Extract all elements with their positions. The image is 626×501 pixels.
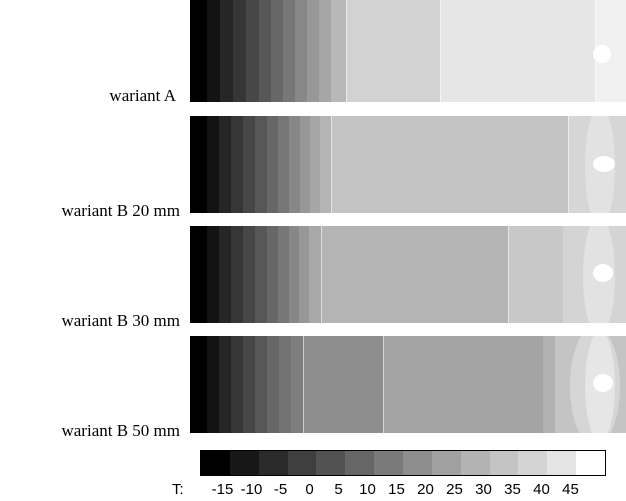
legend-swatch [374, 451, 404, 475]
temperature-strip-variant-a [190, 0, 626, 102]
legend-swatch [460, 451, 490, 475]
legend-tick-label: 10 [359, 481, 376, 498]
variant-a-label: wariant A [109, 86, 176, 105]
legend-swatch [431, 451, 461, 475]
legend-swatch [518, 451, 548, 475]
legend-tick-label: 35 [504, 481, 521, 498]
legend-swatch [258, 451, 288, 475]
legend-tick-label: 45 [562, 481, 579, 498]
variant-b20-label: wariant B 20 mm [61, 201, 180, 220]
legend-swatch [201, 451, 230, 475]
legend-tick-label: 5 [334, 481, 343, 498]
legend-tick-label: -15 [211, 481, 234, 498]
legend-tick-label: 15 [388, 481, 405, 498]
temperature-strip-variant-b20 [190, 116, 626, 213]
temperature-legend-bar [200, 450, 606, 476]
variant-b50-label: wariant B 50 mm [61, 421, 180, 440]
legend-tick-label: 25 [446, 481, 463, 498]
variant-b30-label: wariant B 30 mm [61, 311, 180, 330]
legend-tick-label: -5 [273, 481, 288, 498]
temperature-strip-variant-b50 [190, 336, 626, 433]
legend-swatch [403, 451, 432, 475]
legend-prefix: T: [172, 481, 184, 498]
legend-swatch [316, 451, 346, 475]
legend-tick-label: 20 [417, 481, 434, 498]
legend-swatch [287, 451, 317, 475]
legend-tick-label: 0 [305, 481, 314, 498]
legend-swatch [345, 451, 375, 475]
legend-swatch [576, 451, 606, 475]
legend-tick-label: -10 [240, 481, 263, 498]
temperature-strip-variant-b30 [190, 226, 626, 323]
legend-swatch [489, 451, 519, 475]
legend-swatch [229, 451, 259, 475]
legend-tick-label: 40 [533, 481, 550, 498]
legend-swatch [547, 451, 577, 475]
legend-tick-label: 30 [475, 481, 492, 498]
